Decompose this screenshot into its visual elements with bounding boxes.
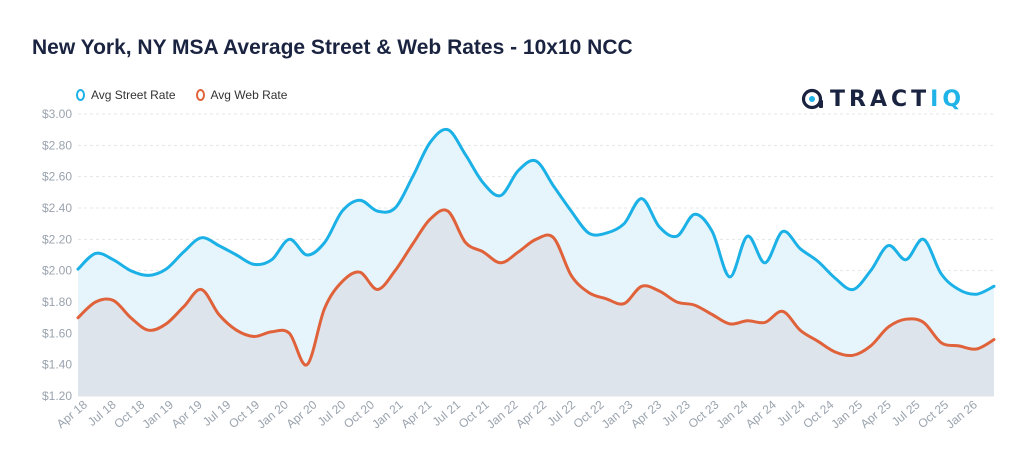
y-tick-label: $3.00 (42, 107, 72, 121)
chart-title: New York, NY MSA Average Street & Web Ra… (32, 36, 633, 59)
legend-item-street[interactable]: Avg Street Rate (76, 88, 176, 102)
legend-marker-web (195, 89, 205, 101)
x-tick-label: Apr 19 (169, 397, 205, 431)
y-tick-label: $2.20 (42, 232, 72, 246)
x-tick-label: Apr 24 (743, 397, 779, 431)
x-tick-label: Jan 22 (484, 397, 521, 431)
y-tick-label: $1.80 (42, 295, 72, 309)
x-tick-label: Jan 23 (599, 397, 636, 431)
y-tick-label: $2.00 (42, 264, 72, 278)
x-tick-label: Oct 25 (915, 397, 951, 431)
y-tick-label: $1.20 (42, 389, 72, 403)
x-tick-label: Oct 19 (226, 397, 262, 431)
y-tick-label: $2.60 (42, 170, 72, 184)
legend-label-web: Avg Web Rate (210, 88, 288, 102)
y-tick-label: $2.40 (42, 201, 72, 215)
x-tick-label: Oct 20 (341, 397, 377, 431)
x-tick-label: Apr 22 (513, 397, 549, 431)
x-tick-label: Jan 24 (714, 397, 751, 431)
logo-text: TRACTIQ (830, 86, 966, 112)
web-rate-line (76, 208, 996, 367)
logo-icon (801, 88, 823, 110)
x-tick-label: Apr 21 (398, 397, 434, 431)
legend-label-street: Avg Street Rate (91, 88, 176, 102)
x-tick-label: Oct 22 (571, 397, 607, 431)
x-tick-label: Apr 20 (284, 397, 320, 431)
x-tick-label: Jan 25 (828, 397, 865, 431)
street-rate-line (76, 127, 996, 296)
x-tick-label: Jan 21 (369, 397, 406, 431)
x-tick-label: Oct 24 (800, 397, 836, 431)
x-tick-label: Oct 21 (456, 397, 492, 431)
tractiq-logo: TRACTIQ (800, 84, 965, 114)
legend-marker-street (76, 89, 85, 101)
y-tick-label: $2.80 (42, 138, 72, 152)
x-tick-label: Apr 23 (628, 397, 664, 431)
x-tick-label: Jan 26 (943, 397, 980, 431)
legend-item-web[interactable]: Avg Web Rate (195, 88, 288, 102)
x-tick-label: Jan 19 (139, 397, 176, 431)
x-tick-label: Oct 23 (685, 397, 721, 431)
x-tick-label: Oct 18 (111, 397, 147, 431)
web-rate-area (78, 209, 994, 396)
x-tick-label: Jan 20 (254, 397, 291, 431)
chart-legend: Avg Street Rate Avg Web Rate (76, 88, 307, 102)
y-tick-label: $1.60 (42, 326, 72, 340)
y-tick-label: $1.40 (42, 358, 72, 372)
x-tick-label: Apr 25 (858, 397, 894, 431)
